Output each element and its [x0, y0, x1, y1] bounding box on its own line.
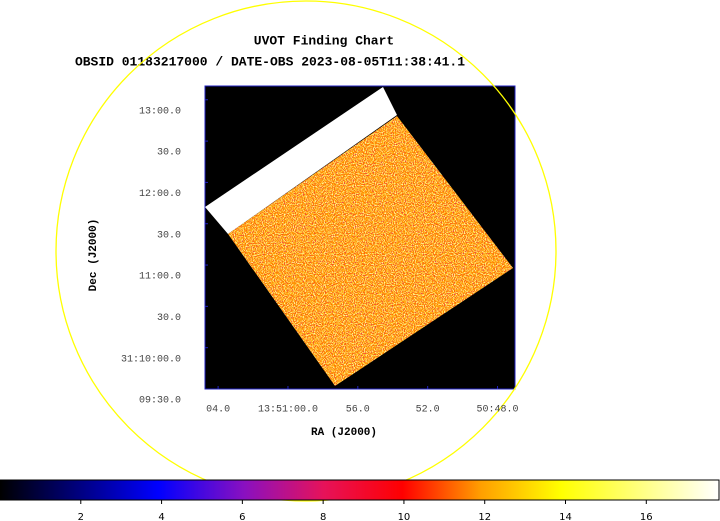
x-tick-label: 04.0 — [206, 405, 230, 416]
colorbar-tick-label: 14 — [559, 512, 572, 521]
x-tick-label: 56.0 — [346, 405, 370, 416]
colorbar — [0, 479, 720, 501]
y-tick-label: 12:00.0 — [139, 189, 181, 200]
colorbar-tick-label: 10 — [398, 512, 411, 521]
y-tick-label: 11:00.0 — [139, 272, 181, 283]
colorbar-tick-label: 4 — [158, 512, 164, 521]
x-tick-label: 52.0 — [416, 405, 440, 416]
x-axis-title: RA (J2000) — [311, 427, 377, 439]
y-tick-label: 31:10:00.0 — [121, 354, 181, 365]
colorbar-tick-label: 8 — [320, 512, 326, 521]
chart-title: UVOT Finding Chart — [254, 33, 394, 48]
colorbar-tick-label: 16 — [640, 512, 653, 521]
y-tick-label: 30.0 — [157, 313, 181, 324]
x-tick-label: 50:48.0 — [477, 405, 519, 416]
field-circle — [55, 0, 557, 502]
chart-subtitle: OBSID 01183217000 / DATE-OBS 2023-08-05T… — [75, 54, 465, 69]
x-tick-label: 13:51:00.0 — [258, 405, 318, 416]
y-tick-label: 13:00.0 — [139, 106, 181, 117]
colorbar-tick-label: 12 — [478, 512, 491, 521]
y-tick-label: 09:30.0 — [139, 396, 181, 407]
colorbar-tick-label: 6 — [239, 512, 245, 521]
y-tick-label: 30.0 — [157, 230, 181, 241]
y-tick-label: 30.0 — [157, 148, 181, 159]
exposure-strip — [205, 87, 397, 234]
y-axis-title: Dec (J2000) — [88, 219, 100, 292]
colorbar-tick-label: 2 — [78, 512, 84, 521]
